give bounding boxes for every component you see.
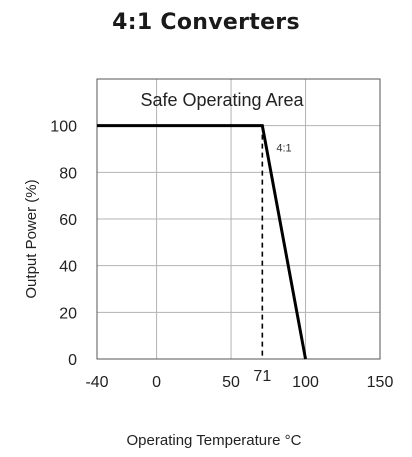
- y-tick-label: 40: [59, 259, 77, 276]
- y-axis-title: Output Power (%): [23, 179, 40, 298]
- y-tick-label: 0: [68, 352, 77, 369]
- x-axis-title: Operating Temperature °C: [127, 432, 302, 449]
- x-tick-label: 0: [152, 374, 161, 391]
- x-tick-label: -40: [85, 374, 108, 391]
- y-tick-label: 100: [50, 119, 77, 136]
- marker-71-label: 71: [253, 368, 271, 385]
- chart-marks: [97, 124, 308, 360]
- chart-grid: [97, 79, 380, 359]
- y-tick-label: 80: [59, 165, 77, 182]
- y-tick-label: 20: [59, 305, 77, 322]
- x-tick-label: 100: [292, 374, 319, 391]
- plot-frame: [96, 78, 381, 360]
- x-tick-label: 50: [222, 374, 240, 391]
- region-label: Safe Operating Area: [140, 90, 304, 110]
- chart-labels: 0 20 40 60 80 100 -40 0 50 100 150 71 4:1 Safe Operat…: [23, 90, 393, 449]
- series-4to1-line: [97, 124, 308, 360]
- x-tick-label: 150: [367, 374, 394, 391]
- y-tick-label: 60: [59, 212, 77, 229]
- page-title: 4:1 Converters: [112, 10, 300, 35]
- series-4to1-label: 4:1: [276, 143, 291, 155]
